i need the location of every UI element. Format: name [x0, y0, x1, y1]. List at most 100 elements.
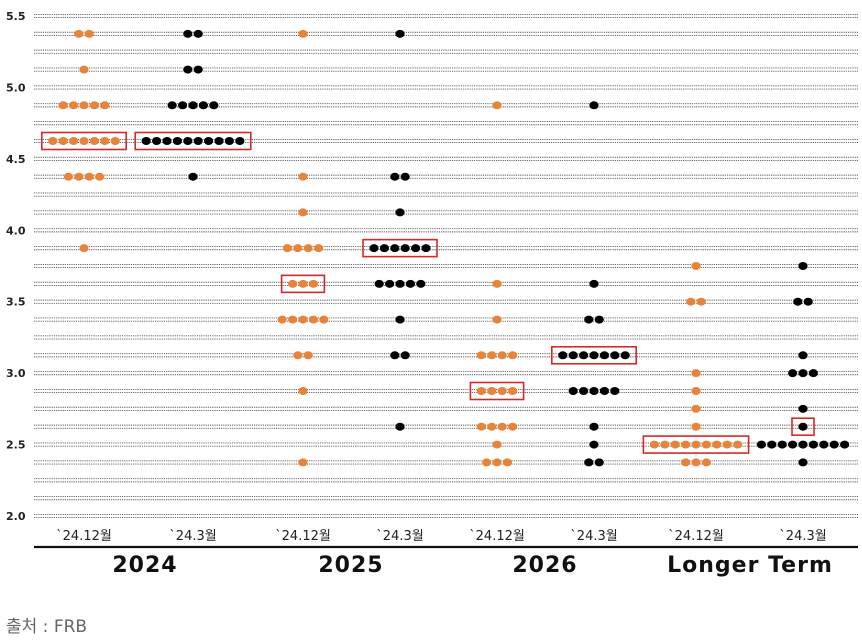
dot-mark — [476, 351, 486, 360]
x-column-label: `24.12월 — [668, 529, 724, 544]
grid-line — [34, 335, 858, 340]
grid-line — [34, 460, 858, 465]
dot-mark — [594, 458, 604, 467]
group-label: 2026 — [512, 553, 577, 578]
dot-mark — [298, 279, 308, 288]
series-dots — [476, 101, 518, 467]
dot-mark — [58, 137, 68, 145]
dot-mark — [152, 137, 162, 145]
grid-line — [34, 388, 858, 394]
dot-mark — [492, 458, 502, 467]
dot-mark — [584, 458, 594, 467]
median-box — [469, 381, 525, 401]
y-tick-label: 4.0 — [6, 224, 26, 237]
x-column-label: `24.3월 — [376, 529, 423, 544]
dot-mark — [400, 244, 410, 253]
dot-mark — [319, 315, 329, 324]
dot-mark — [204, 137, 214, 145]
y-tick-label: 2.0 — [6, 510, 26, 523]
source-note: 출처 : FRB — [6, 617, 88, 637]
dot-mark — [390, 351, 400, 360]
dot-mark — [610, 387, 620, 395]
group-label: 2024 — [112, 553, 177, 578]
dot-mark — [808, 369, 819, 378]
dot-mark — [589, 422, 599, 431]
dot-mark — [188, 172, 198, 181]
dot-mark — [798, 351, 808, 360]
grid-line — [34, 353, 858, 358]
dot-mark — [798, 404, 808, 413]
dot-mark — [589, 279, 599, 288]
dot-mark — [712, 440, 722, 449]
dot-mark — [421, 244, 431, 253]
median-box — [280, 274, 326, 294]
grid-line — [34, 299, 858, 304]
dot-mark — [193, 65, 203, 74]
y-tick-label: 5.0 — [6, 81, 26, 94]
grid-line — [34, 174, 858, 179]
dot-mark — [840, 440, 850, 449]
dot-mark — [767, 440, 777, 449]
dot-mark — [803, 297, 813, 306]
dot-mark — [502, 458, 512, 467]
y-tick-label: 2.5 — [6, 439, 26, 452]
dot-mark — [293, 351, 303, 360]
dot-mark — [599, 387, 610, 395]
dot-mark — [670, 440, 680, 449]
dot-mark — [691, 262, 701, 270]
dot-mark — [162, 137, 172, 145]
dot-mark — [390, 244, 400, 253]
median-box — [362, 238, 438, 258]
dot-mark — [193, 137, 203, 145]
group-label: Longer Term — [667, 553, 833, 578]
median-box — [642, 435, 750, 454]
dot-mark — [100, 101, 110, 110]
dot-mark — [100, 137, 110, 145]
grid-line — [34, 192, 858, 197]
dot-mark — [224, 137, 234, 145]
group-labels: 2024 2025 2026 Longer Term — [112, 553, 833, 578]
x-column-label: `24.3월 — [779, 529, 826, 544]
dot-mark — [379, 244, 389, 253]
dot-mark — [492, 101, 502, 110]
series-dots — [369, 29, 431, 431]
dot-mark — [110, 137, 120, 145]
dot-mark — [691, 458, 701, 467]
grid-line — [34, 31, 858, 36]
dot-mark — [69, 101, 79, 110]
grid-line — [34, 121, 858, 126]
dot-mark — [308, 279, 318, 288]
dot-plot-svg: 2.02.53.03.54.04.55.05.5 `24.12월 `24.3월 `2… — [6, 10, 858, 578]
dot-mark — [282, 244, 292, 253]
dot-mark — [620, 351, 630, 360]
dot-mark — [416, 279, 426, 288]
dot-mark — [681, 458, 691, 467]
dot-mark — [288, 315, 298, 324]
dot-mark — [385, 279, 395, 288]
dot-mark — [487, 422, 497, 431]
dot-mark — [507, 422, 518, 431]
dot-mark — [395, 315, 405, 324]
x-column-label: `24.3월 — [570, 529, 617, 544]
dot-mark — [558, 351, 568, 360]
series-dots — [649, 262, 743, 467]
grid-line — [34, 317, 858, 322]
median-box — [134, 131, 252, 151]
grid-line — [34, 424, 858, 429]
dot-mark — [660, 440, 670, 449]
dot-mark — [589, 387, 599, 395]
dot-mark — [808, 440, 819, 449]
dot-mark — [492, 279, 502, 288]
dot-mark — [497, 351, 507, 360]
group-label: 2025 — [318, 553, 383, 578]
dot-mark — [798, 422, 808, 431]
dot-mark — [293, 244, 303, 253]
dot-mark — [74, 172, 84, 181]
grid-line — [34, 496, 858, 501]
dot-mark — [314, 244, 324, 253]
dot-mark — [89, 137, 99, 145]
grid-line — [34, 85, 858, 90]
dot-mark — [589, 440, 599, 449]
dot-mark — [649, 440, 660, 449]
